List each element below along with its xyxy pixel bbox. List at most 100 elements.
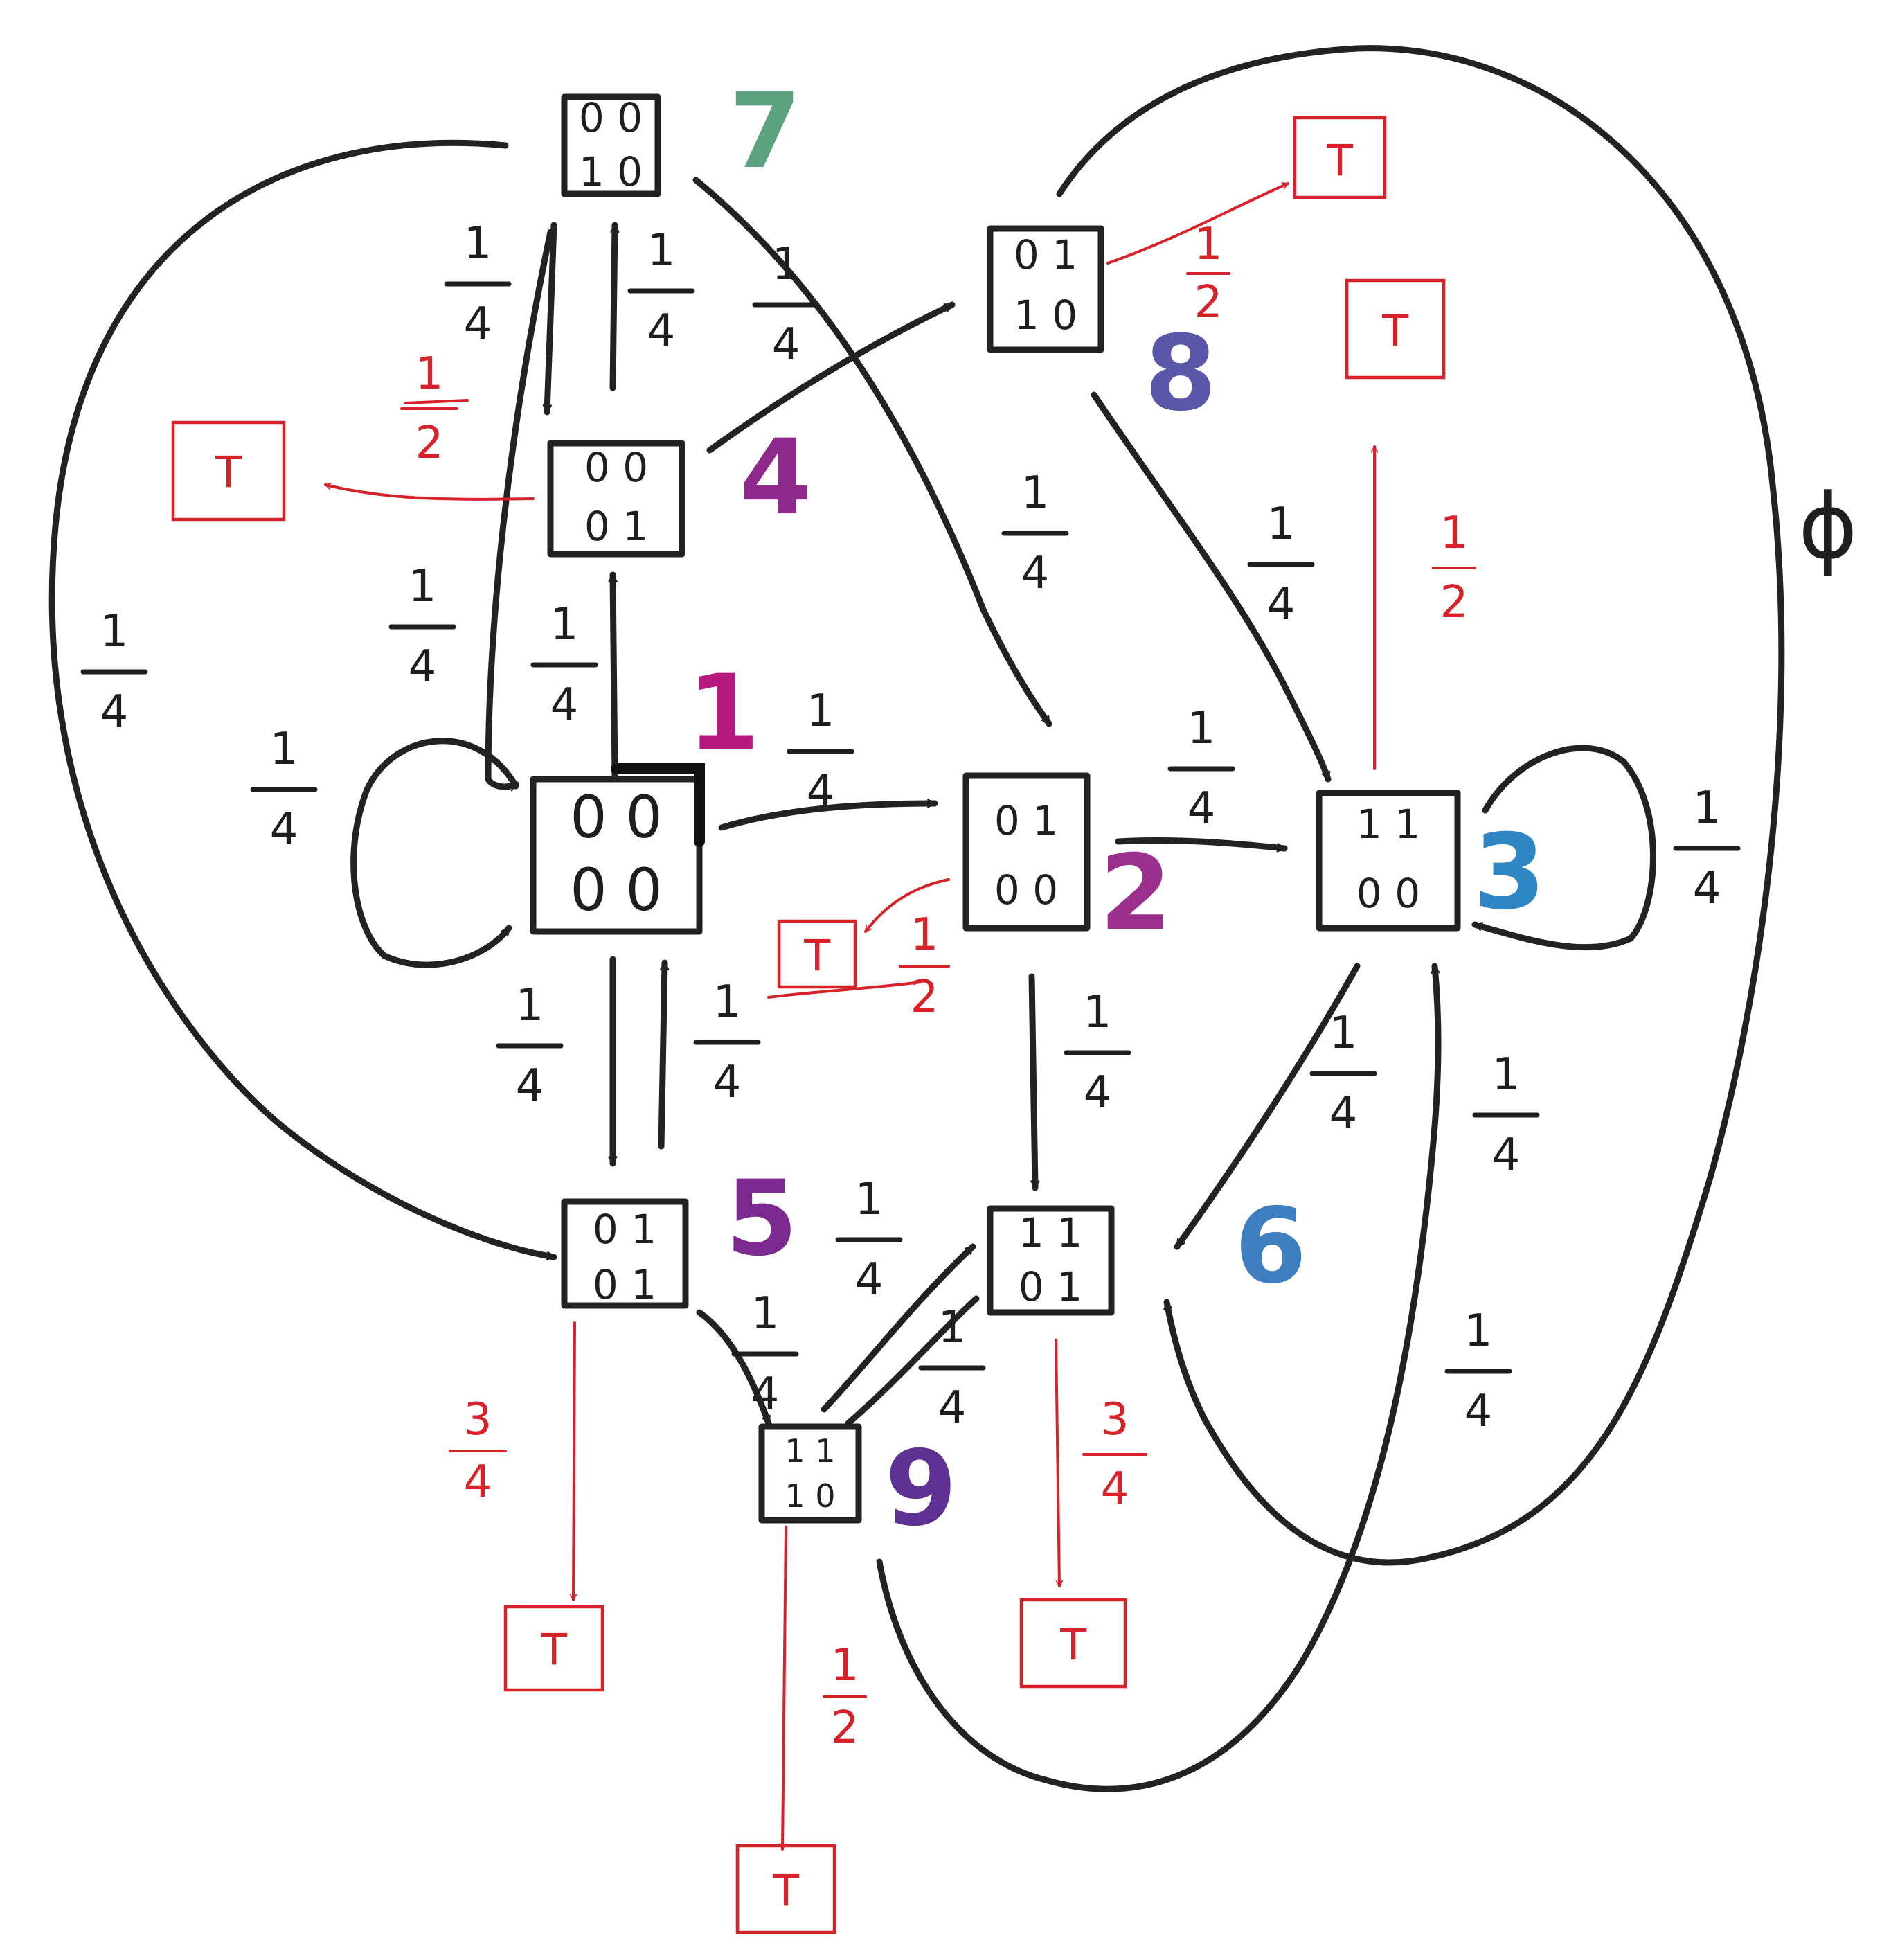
prob-label: 1 4 — [787, 686, 854, 817]
terminal-box-center: T — [777, 919, 857, 989]
arrow-8-to-6-loop — [1056, 45, 1785, 1566]
arrow-5-to-9 — [696, 1309, 772, 1427]
svg-text:4: 4 — [550, 679, 579, 731]
svg-text:1: 1 — [516, 980, 544, 1031]
terminal-box-right: T — [1345, 278, 1446, 380]
prob-label: 1 4 — [1001, 467, 1069, 599]
svg-text:1: 1 — [1492, 1049, 1521, 1101]
prob-label: 1 4 — [918, 1302, 986, 1434]
arrow-2-to-6 — [1028, 973, 1040, 1191]
svg-text:1: 1 — [1440, 508, 1469, 559]
state-box-2: 0 1 0 0 — [962, 772, 1091, 932]
svg-text:1 1: 1 1 — [785, 1432, 835, 1470]
svg-text:4: 4 — [1329, 1088, 1358, 1139]
state-number-7: 7 — [729, 71, 801, 192]
svg-text:T: T — [803, 931, 831, 981]
term-arrow-8 — [1106, 182, 1289, 265]
term-arrow-2-tail — [767, 981, 922, 999]
state-box-9: 1 1 1 0 — [758, 1423, 862, 1524]
svg-text:1: 1 — [772, 239, 800, 290]
svg-text:4: 4 — [1492, 1130, 1521, 1181]
state-box-8: 0 1 1 0 — [987, 225, 1104, 353]
arrow-2-to-3 — [1115, 837, 1288, 853]
svg-text:0 0: 0 0 — [570, 783, 663, 851]
term-arrow-9 — [778, 1526, 787, 1851]
svg-text:1 1: 1 1 — [1019, 1209, 1082, 1256]
state-number-1: 1 — [688, 653, 760, 774]
term-arrow-2 — [864, 878, 950, 933]
svg-text:T: T — [1381, 306, 1409, 357]
arrow-4-to-7 — [609, 222, 620, 391]
prob-label-red: 1 2 — [823, 1640, 867, 1754]
state-box-5: 0 1 0 1 — [561, 1198, 689, 1309]
svg-text:4: 4 — [1084, 1067, 1112, 1119]
svg-text:1: 1 — [550, 599, 579, 650]
prob-label-red: 1 2 — [899, 909, 950, 1023]
state-box-1-bold-edge — [611, 763, 705, 847]
prob-label-red: 3 4 — [449, 1394, 507, 1508]
svg-text:1: 1 — [1693, 783, 1721, 834]
svg-text:3: 3 — [464, 1394, 492, 1445]
svg-text:0 1: 0 1 — [593, 1261, 656, 1308]
svg-text:1: 1 — [1084, 987, 1112, 1038]
state-number-2: 2 — [1100, 833, 1172, 954]
svg-text:4: 4 — [464, 299, 492, 350]
state-number-8: 8 — [1145, 314, 1217, 434]
prob-label: 1 4 — [1064, 987, 1131, 1119]
svg-text:4: 4 — [100, 686, 129, 738]
svg-text:4: 4 — [1101, 1463, 1129, 1515]
svg-text:0 0: 0 0 — [570, 856, 663, 924]
svg-text:0 1: 0 1 — [1019, 1263, 1082, 1310]
svg-text:1: 1 — [807, 686, 835, 737]
arrow-9-to-6-b — [845, 1295, 980, 1427]
svg-text:T: T — [1059, 1620, 1087, 1671]
state-numbers: 7 8 4 1 2 3 5 6 9 — [688, 71, 1545, 1549]
svg-text:1: 1 — [100, 606, 129, 657]
probability-labels: 1 4 1 4 1 4 1 4 1 4 1 4 1 — [80, 218, 1741, 1754]
svg-text:1: 1 — [464, 218, 492, 269]
arrow-9-to-6-a — [821, 1243, 976, 1413]
state-number-3: 3 — [1473, 812, 1545, 933]
svg-text:4: 4 — [807, 766, 835, 817]
state-box-6: 1 1 0 1 — [987, 1205, 1115, 1316]
svg-text:T: T — [215, 447, 242, 498]
prob-label: 1 4 — [1247, 499, 1315, 630]
svg-text:1: 1 — [1329, 1008, 1358, 1059]
svg-text:4: 4 — [1693, 863, 1721, 914]
svg-text:0 0: 0 0 — [1356, 870, 1420, 917]
state-box-1: 0 0 0 0 — [530, 763, 705, 935]
arrow-1-to-4 — [608, 571, 618, 779]
prob-label: 1 4 — [731, 1288, 799, 1420]
arrow-7-to-1 — [485, 229, 554, 792]
svg-text:0 1: 0 1 — [994, 797, 1058, 844]
svg-text:1: 1 — [911, 909, 939, 961]
svg-text:1: 1 — [713, 977, 742, 1028]
prob-label: 1 4 — [444, 218, 512, 350]
svg-text:1: 1 — [831, 1640, 859, 1691]
svg-text:0 0: 0 0 — [584, 444, 648, 491]
prob-label-red: 1 2 — [1186, 219, 1230, 328]
prob-label-red: 1 2 — [1432, 508, 1476, 628]
svg-text:2: 2 — [1440, 577, 1469, 628]
state-number-4: 4 — [740, 418, 812, 538]
terminal-box-bottom-mid: T — [1019, 1598, 1127, 1689]
svg-text:4: 4 — [647, 305, 676, 357]
prob-label: 1 4 — [496, 980, 564, 1112]
svg-text:1: 1 — [938, 1302, 967, 1353]
svg-text:0 1: 0 1 — [593, 1206, 656, 1253]
svg-text:4: 4 — [713, 1057, 742, 1108]
prob-label: 1 4 — [530, 599, 598, 731]
prob-label: 1 4 — [693, 977, 761, 1108]
term-arrow-6 — [1055, 1339, 1064, 1587]
prob-label: 1 4 — [80, 606, 148, 738]
terminal-box-top-right: T — [1293, 116, 1387, 199]
arrow-1-self-loop — [350, 738, 519, 968]
svg-text:4: 4 — [855, 1254, 884, 1306]
svg-text:4: 4 — [464, 1456, 492, 1508]
svg-text:1 1: 1 1 — [1356, 801, 1420, 848]
arrow-7-to-4 — [542, 222, 557, 416]
arrow-7-to-5-loop — [48, 139, 557, 1260]
arrow-4-to-8 — [706, 301, 956, 454]
svg-text:4: 4 — [409, 641, 437, 693]
termination-arrows — [324, 182, 1379, 1851]
